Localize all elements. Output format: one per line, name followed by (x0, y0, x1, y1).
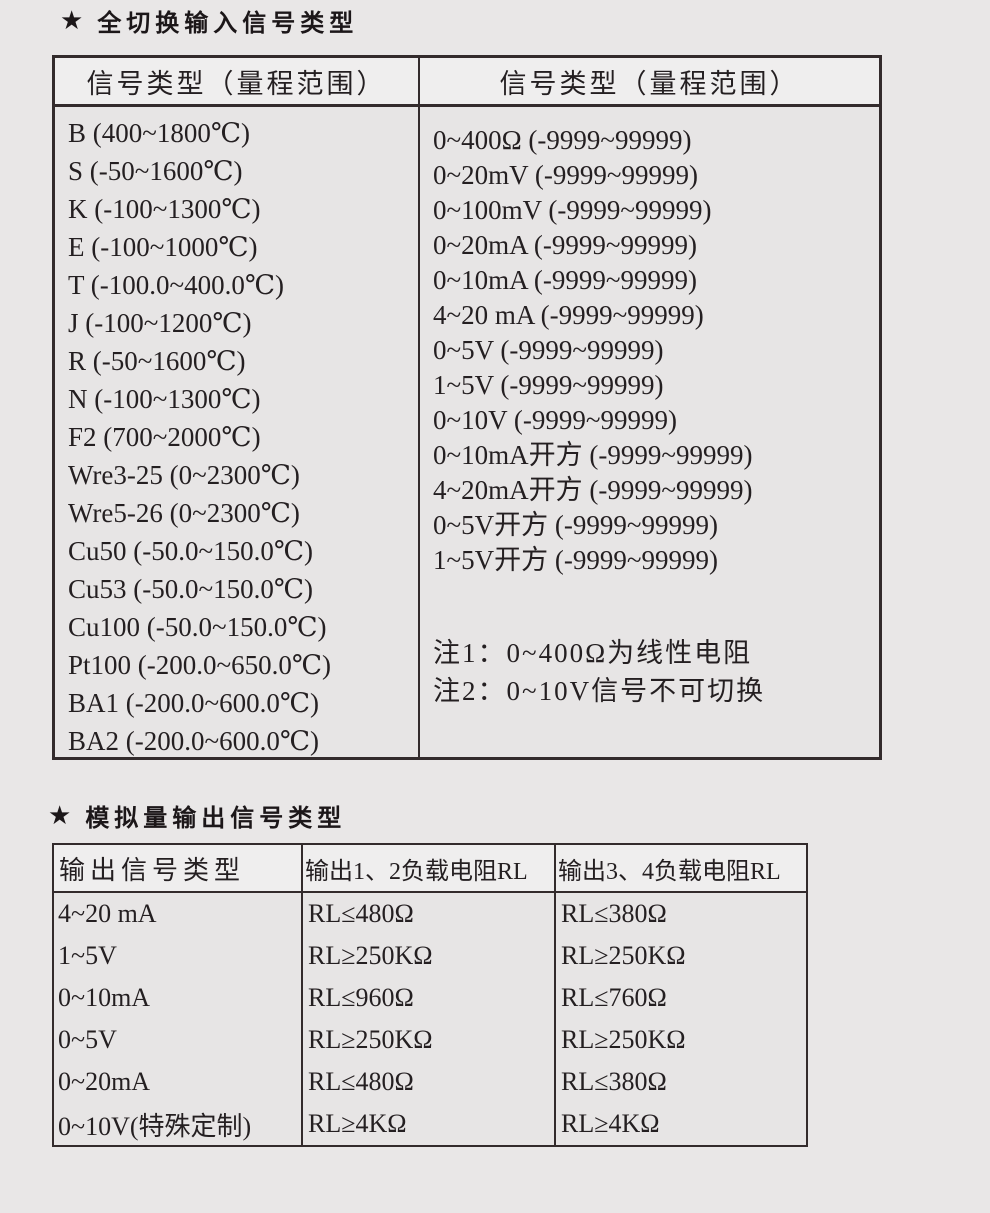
output-signal-table: 输出信号类型 输出1、2负载电阻RL 输出3、4负载电阻RL 4~20 mA R… (52, 843, 808, 1147)
table-row: 0~10mA RL≤960Ω RL≤760Ω (54, 977, 806, 1019)
list-item: N (-100~1300℃) (68, 384, 261, 414)
note-1: 注1：0~400Ω为线性电阻 (433, 638, 753, 668)
note-2: 注2：0~10V信号不可切换 (433, 676, 766, 706)
output-signal-section-title: ★ 模拟量输出信号类型 (48, 798, 346, 833)
notes-block: 注1：0~400Ω为线性电阻 注2：0~10V信号不可切换 (433, 634, 879, 710)
list-item: Cu100 (-50.0~150.0℃) (68, 612, 327, 642)
list-item: T (-100.0~400.0℃) (68, 270, 285, 300)
output-signal-cell: 0~20mA (58, 1067, 151, 1096)
load-3-4-cell: RL≥250KΩ (554, 935, 806, 977)
load-1-2-cell: RL≥4KΩ (301, 1103, 554, 1145)
list-item: 0~100mV (-9999~99999) (433, 195, 712, 225)
list-item: F2 (700~2000℃) (68, 422, 261, 452)
list-item: S (-50~1600℃) (68, 156, 243, 186)
section1-title-text: 全切换输入信号类型 (97, 9, 359, 37)
list-item: 0~400Ω (-9999~99999) (433, 125, 692, 155)
list-item: 0~20mA (-9999~99999) (433, 230, 697, 260)
list-item: R (-50~1600℃) (68, 346, 246, 376)
electrical-signal-list: 0~400Ω (-9999~99999) 0~20mV (-9999~99999… (418, 107, 879, 760)
star-icon: ★ (60, 5, 84, 36)
star-icon: ★ (48, 800, 72, 831)
list-item: Cu53 (-50.0~150.0℃) (68, 574, 314, 604)
list-item: BA1 (-200.0~600.0℃) (68, 688, 320, 718)
output-table-header-row: 输出信号类型 输出1、2负载电阻RL 输出3、4负载电阻RL (54, 845, 806, 893)
input-signal-section-title: ★ 全切换输入信号类型 (60, 3, 358, 38)
input-signal-table: 信号类型（量程范围） 信号类型（量程范围） B (400~1800℃) S (-… (52, 55, 882, 760)
list-item: 0~10V (-9999~99999) (433, 405, 677, 435)
table-row: 0~20mA RL≤480Ω RL≤380Ω (54, 1061, 806, 1103)
output-signal-cell: 0~10V(特殊定制) (58, 1111, 252, 1141)
thermocouple-signal-list: B (400~1800℃) S (-50~1600℃) K (-100~1300… (55, 107, 418, 760)
load-3-4-cell: RL≥4KΩ (554, 1103, 806, 1145)
input-table-header-right: 信号类型（量程范围） (418, 58, 879, 104)
load-3-4-cell: RL≤380Ω (554, 1061, 806, 1103)
output-table-header-load-1-2: 输出1、2负载电阻RL (301, 845, 554, 891)
table-row: 4~20 mA RL≤480Ω RL≤380Ω (54, 893, 806, 935)
output-signal-cell: 0~5V (58, 1025, 117, 1054)
output-signal-cell: 1~5V (58, 941, 117, 970)
load-3-4-cell: RL≤760Ω (554, 977, 806, 1019)
load-3-4-cell: RL≥250KΩ (554, 1019, 806, 1061)
load-1-2-cell: RL≤960Ω (301, 977, 554, 1019)
load-1-2-cell: RL≥250KΩ (301, 1019, 554, 1061)
list-item: K (-100~1300℃) (68, 194, 261, 224)
list-item: 1~5V开方 (-9999~99999) (433, 545, 718, 575)
list-item: B (400~1800℃) (68, 118, 251, 148)
list-item: 4~20mA开方 (-9999~99999) (433, 475, 753, 505)
input-signal-table-header-row: 信号类型（量程范围） 信号类型（量程范围） (55, 58, 879, 107)
list-item: 0~5V (-9999~99999) (433, 335, 664, 365)
output-table-body: 4~20 mA RL≤480Ω RL≤380Ω 1~5V RL≥250KΩ RL… (54, 893, 806, 1145)
list-item: 0~5V开方 (-9999~99999) (433, 510, 718, 540)
table-row: 0~10V(特殊定制) RL≥4KΩ RL≥4KΩ (54, 1103, 806, 1145)
input-signal-table-body: B (400~1800℃) S (-50~1600℃) K (-100~1300… (55, 107, 879, 760)
list-item: Cu50 (-50.0~150.0℃) (68, 536, 314, 566)
output-table-header-signal-type: 输出信号类型 (59, 855, 246, 885)
list-item: Wre5-26 (0~2300℃) (68, 498, 300, 528)
output-signal-cell: 0~10mA (58, 983, 151, 1012)
table-row: 1~5V RL≥250KΩ RL≥250KΩ (54, 935, 806, 977)
load-1-2-cell: RL≤480Ω (301, 1061, 554, 1103)
list-item: 0~20mV (-9999~99999) (433, 160, 698, 190)
load-1-2-cell: RL≤480Ω (301, 893, 554, 935)
input-table-header-left: 信号类型（量程范围） (86, 68, 387, 99)
output-table-header-load-3-4: 输出3、4负载电阻RL (554, 845, 806, 891)
table-row: 0~5V RL≥250KΩ RL≥250KΩ (54, 1019, 806, 1061)
list-item: J (-100~1200℃) (68, 308, 252, 338)
section2-title-text: 模拟量输出信号类型 (85, 804, 347, 832)
list-item: E (-100~1000℃) (68, 232, 258, 262)
list-item: Wre3-25 (0~2300℃) (68, 460, 300, 490)
list-item: 0~10mA (-9999~99999) (433, 265, 697, 295)
list-item: 4~20 mA (-9999~99999) (433, 300, 704, 330)
list-item: Pt100 (-200.0~650.0℃) (68, 650, 332, 680)
load-3-4-cell: RL≤380Ω (554, 893, 806, 935)
list-item: BA2 (-200.0~600.0℃) (68, 726, 320, 756)
load-1-2-cell: RL≥250KΩ (301, 935, 554, 977)
output-signal-cell: 4~20 mA (58, 899, 157, 928)
list-item: 1~5V (-9999~99999) (433, 370, 664, 400)
list-item: 0~10mA开方 (-9999~99999) (433, 440, 753, 470)
